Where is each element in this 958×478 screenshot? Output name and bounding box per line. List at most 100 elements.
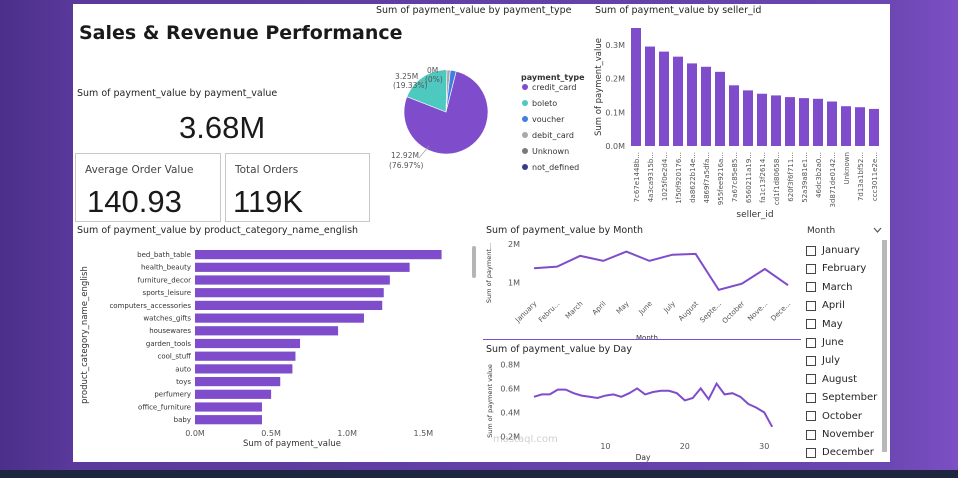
pie-chart[interactable]: 3.25M (19.33%) 0M (0%) 12.92M (76.97%) p… [371,18,589,222]
slicer-item-may[interactable]: May [806,319,843,330]
seller-bar[interactable] [841,106,851,146]
kpi-total-value: 3.68M [179,110,266,145]
seller-bar[interactable] [869,108,879,146]
category-x-tick: 1.0M [337,429,357,438]
day-series-line[interactable] [533,381,774,428]
slicer-item-january[interactable]: January [806,245,860,256]
slicer-item-march[interactable]: March [806,282,852,293]
day-chart-title: Sum of payment_value by Day [486,344,632,355]
pie-legend-item[interactable]: Unknown [532,147,569,156]
category-bar[interactable] [195,402,262,412]
checkbox[interactable] [806,337,816,348]
category-bar[interactable] [195,389,272,399]
checkbox[interactable] [806,319,816,330]
checkbox[interactable] [806,429,816,440]
category-chart-scrollbar[interactable] [472,246,476,278]
slicer-item-july[interactable]: July [806,355,840,366]
month-series-line[interactable] [533,250,789,292]
seller-bar[interactable] [659,51,669,146]
seller-bar[interactable] [855,107,865,146]
checkbox[interactable] [806,263,816,274]
kpi-orders-card[interactable]: Total Orders 119K [225,153,370,222]
kpi-avg-label: Average Order Value [85,164,194,176]
pie-label-unknown: 0M [427,66,438,75]
category-bar[interactable] [195,338,301,349]
pie-legend-item[interactable]: voucher [532,115,565,124]
slicer-item-february[interactable]: February [806,263,866,274]
seller-bar[interactable] [729,85,739,146]
pie-legend-item[interactable]: not_defined [532,163,579,172]
seller-bar[interactable] [813,98,823,146]
category-bar[interactable] [195,275,390,285]
seller-bar[interactable] [771,95,781,146]
category-y-tick: office_furniture [138,403,191,411]
category-bar[interactable] [195,364,293,374]
seller-bar-chart[interactable]: 0.0M 0.1M 0.2M 0.3M 7c67e1448b... 4a3ca9315b.… [591,18,887,224]
category-bar[interactable] [195,377,281,387]
slicer-item-label: July [822,355,840,367]
category-bar[interactable] [195,326,339,336]
seller-bar[interactable] [701,66,711,146]
slicer-item-august[interactable]: August [806,374,857,385]
category-bar[interactable] [195,351,296,361]
checkbox[interactable] [806,411,816,422]
category-y-tick: furniture_decor [137,276,191,284]
slicer-title: Month [807,226,836,236]
seller-bar[interactable] [673,56,683,146]
checkbox[interactable] [806,245,816,256]
category-bar[interactable] [195,250,442,260]
checkbox[interactable] [806,447,816,458]
slicer-item-september[interactable]: September [806,392,877,403]
month-slicer[interactable]: Month January February March April May June Ju… [806,226,888,460]
checkbox[interactable] [806,300,816,311]
seller-bar[interactable] [799,98,809,146]
pie-legend-marker [522,84,528,90]
slicer-item-november[interactable]: November [806,429,874,440]
category-y-tick: watches_gifts [143,315,191,323]
seller-bar[interactable] [827,101,837,146]
seller-bar[interactable] [645,46,655,146]
seller-bar[interactable] [757,93,767,146]
category-bar[interactable] [195,288,384,298]
category-bar[interactable] [195,415,262,425]
checkbox[interactable] [806,355,816,366]
chevron-down-icon[interactable] [873,227,882,234]
day-y-axis-label: Sum of payment value [486,364,494,438]
day-line-chart[interactable]: 0.2M 0.4M 0.6M 0.8M 10 20 30 Sum of payment val… [482,356,802,462]
day-y-tick: 0.8M [500,360,520,369]
category-bar[interactable] [195,300,383,310]
category-bar[interactable] [195,262,410,272]
slicer-item-june[interactable]: June [806,337,844,348]
kpi-avg-card[interactable]: Average Order Value 140.93 [75,153,221,222]
seller-bar[interactable] [785,97,795,146]
pie-legend-item[interactable]: debit_card [532,131,574,140]
month-y-axis-label: Sum of payment... [485,243,493,303]
seller-bar[interactable] [687,63,697,146]
category-bar[interactable] [195,313,364,323]
pie-chart-title: Sum of payment_value by payment_type [376,5,572,16]
slicer-item-label: February [822,263,867,275]
category-bar-chart[interactable]: bed_bath_table health_beauty furniture_dec… [75,236,475,464]
pie-legend-marker [522,164,528,170]
slicer-item-december[interactable]: December [806,447,874,458]
checkbox[interactable] [806,374,816,385]
seller-x-tick: 52a39a81e1... [801,152,809,203]
pie-legend-item[interactable]: boleto [532,99,557,108]
pie-leader-line [417,80,428,83]
pie-legend-item[interactable]: credit_card [532,83,576,92]
month-x-tick: July [662,300,677,315]
seller-bar[interactable] [631,28,641,146]
seller-bar[interactable] [715,71,725,146]
seller-bar[interactable] [743,90,753,146]
slicer-item-april[interactable]: April [806,300,845,311]
seller-x-tick: cd1f1d80658... [773,152,781,205]
slicer-item-label: November [822,429,875,440]
pie-leader-line [418,145,430,159]
checkbox[interactable] [806,392,816,403]
pie-slice-boleto[interactable] [406,69,448,113]
pie-slice-credit-card[interactable] [403,70,489,155]
checkbox[interactable] [806,282,816,293]
slicer-scrollbar[interactable] [882,240,887,452]
slicer-item-october[interactable]: October [806,411,862,422]
